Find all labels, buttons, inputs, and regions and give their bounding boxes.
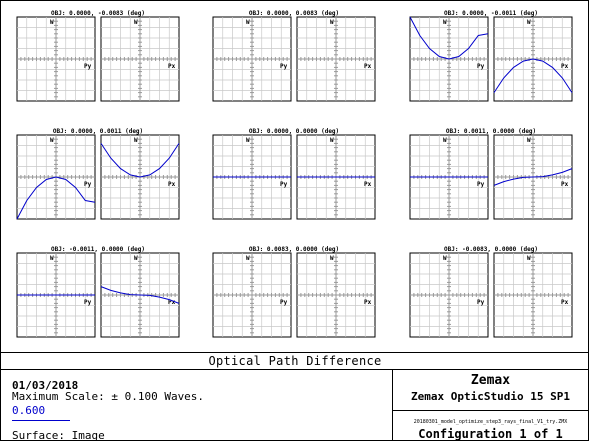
sagittal-fan-plot: W Px bbox=[296, 16, 376, 102]
field-label: OBJ: 0.0083, 0.0000 (deg) bbox=[249, 246, 339, 253]
axis-label-w: W bbox=[134, 255, 138, 262]
field-label: OBJ: -0.0011, 0.0000 (deg) bbox=[51, 246, 145, 253]
axis-label-x: Py bbox=[84, 181, 92, 188]
axis-label-x: Py bbox=[280, 181, 288, 188]
opd-fan-plots: OBJ: 0.0000, -0.0083 (deg) W Py W Px OBJ: 0.0… bbox=[16, 10, 573, 338]
axis-label-x: Px bbox=[364, 63, 372, 70]
date-label: 01/03/2018 bbox=[12, 379, 79, 392]
max-scale-label: Maximum Scale: ± 0.100 Waves. bbox=[12, 390, 205, 403]
tangential-fan-plot: W Py bbox=[16, 16, 96, 102]
product-name: Zemax OpticStudio 15 SP1 bbox=[411, 390, 570, 403]
opd-curve bbox=[16, 176, 96, 220]
axis-label-x: Px bbox=[168, 299, 176, 306]
axis-label-x: Px bbox=[561, 299, 569, 306]
wavelength-label: 0.600 bbox=[12, 404, 46, 417]
axis-label-w: W bbox=[246, 255, 250, 262]
tangential-fan-plot: W Py bbox=[212, 134, 292, 220]
tangential-fan-plot: W Py bbox=[409, 252, 489, 338]
info-divider-right bbox=[392, 410, 589, 411]
axis-label-w: W bbox=[527, 19, 531, 26]
axis-label-w: W bbox=[246, 137, 250, 144]
tangential-fan-plot: W Py bbox=[16, 134, 96, 220]
tangential-fan-plot: W Py bbox=[212, 16, 292, 102]
axis-label-x: Py bbox=[84, 63, 92, 70]
axis-label-x: Px bbox=[561, 181, 569, 188]
sagittal-fan-plot: W Px bbox=[296, 252, 376, 338]
axis-label-w: W bbox=[134, 19, 138, 26]
tangential-fan-plot: W Py bbox=[409, 134, 489, 220]
sagittal-fan-plot: W Px bbox=[100, 134, 180, 220]
axis-label-w: W bbox=[527, 255, 531, 262]
info-divider bbox=[392, 369, 393, 441]
opd-curve bbox=[493, 168, 573, 186]
axis-label-w: W bbox=[443, 137, 447, 144]
sagittal-fan-plot: W Px bbox=[296, 134, 376, 220]
field-label: OBJ: 0.0000, 0.0000 (deg) bbox=[249, 128, 339, 135]
field-label: OBJ: 0.0011, 0.0000 (deg) bbox=[446, 128, 536, 135]
axis-label-w: W bbox=[134, 137, 138, 144]
axis-label-x: Py bbox=[477, 181, 485, 188]
axis-label-x: Py bbox=[84, 299, 92, 306]
opd-curve bbox=[100, 286, 180, 304]
tangential-fan-plot: W Py bbox=[212, 252, 292, 338]
wavelength-line-sample bbox=[12, 420, 70, 421]
opd-curve bbox=[493, 58, 573, 93]
axis-label-x: Py bbox=[477, 63, 485, 70]
opd-curve bbox=[100, 143, 180, 178]
sagittal-fan-plot: W Px bbox=[493, 134, 573, 220]
title-divider-bottom bbox=[0, 369, 589, 370]
sagittal-fan-plot: W Px bbox=[493, 252, 573, 338]
configuration-label: Configuration 1 of 1 bbox=[418, 427, 563, 441]
sagittal-fan-plot: W Px bbox=[100, 16, 180, 102]
axis-label-x: Py bbox=[477, 299, 485, 306]
field-label: OBJ: 0.0000, -0.0083 (deg) bbox=[51, 10, 145, 17]
axis-label-w: W bbox=[50, 19, 54, 26]
axis-label-x: Px bbox=[168, 63, 176, 70]
axis-label-x: Px bbox=[168, 181, 176, 188]
axis-label-w: W bbox=[330, 19, 334, 26]
sagittal-fan-plot: W Px bbox=[493, 16, 573, 102]
field-label: OBJ: 0.0000, -0.0011 (deg) bbox=[444, 10, 538, 17]
tangential-fan-plot: W Py bbox=[16, 252, 96, 338]
opd-curve bbox=[409, 16, 489, 60]
company-name: Zemax bbox=[470, 373, 511, 388]
file-name: 20180301_model_optimize_step3_rays_final… bbox=[413, 419, 568, 425]
axis-label-w: W bbox=[246, 19, 250, 26]
axis-label-x: Py bbox=[280, 63, 288, 70]
sagittal-fan-plot: W Px bbox=[100, 252, 180, 338]
axis-label-w: W bbox=[330, 137, 334, 144]
tangential-fan-plot: W Py bbox=[409, 16, 489, 102]
field-label: OBJ: -0.0083, 0.0000 (deg) bbox=[444, 246, 538, 253]
axis-label-w: W bbox=[330, 255, 334, 262]
axis-label-w: W bbox=[50, 137, 54, 144]
field-label: OBJ: 0.0000, 0.0083 (deg) bbox=[249, 10, 339, 17]
axis-label-x: Py bbox=[280, 299, 288, 306]
axis-label-x: Px bbox=[364, 181, 372, 188]
axis-label-w: W bbox=[527, 137, 531, 144]
plot-title: Optical Path Difference bbox=[208, 354, 382, 368]
surface-label: Surface: Image bbox=[12, 429, 105, 442]
axis-label-w: W bbox=[50, 255, 54, 262]
axis-label-w: W bbox=[443, 255, 447, 262]
axis-label-x: Px bbox=[561, 63, 569, 70]
field-label: OBJ: 0.0000, 0.0011 (deg) bbox=[53, 128, 143, 135]
axis-label-w: W bbox=[443, 19, 447, 26]
axis-label-x: Px bbox=[364, 299, 372, 306]
title-divider-top bbox=[0, 352, 589, 353]
